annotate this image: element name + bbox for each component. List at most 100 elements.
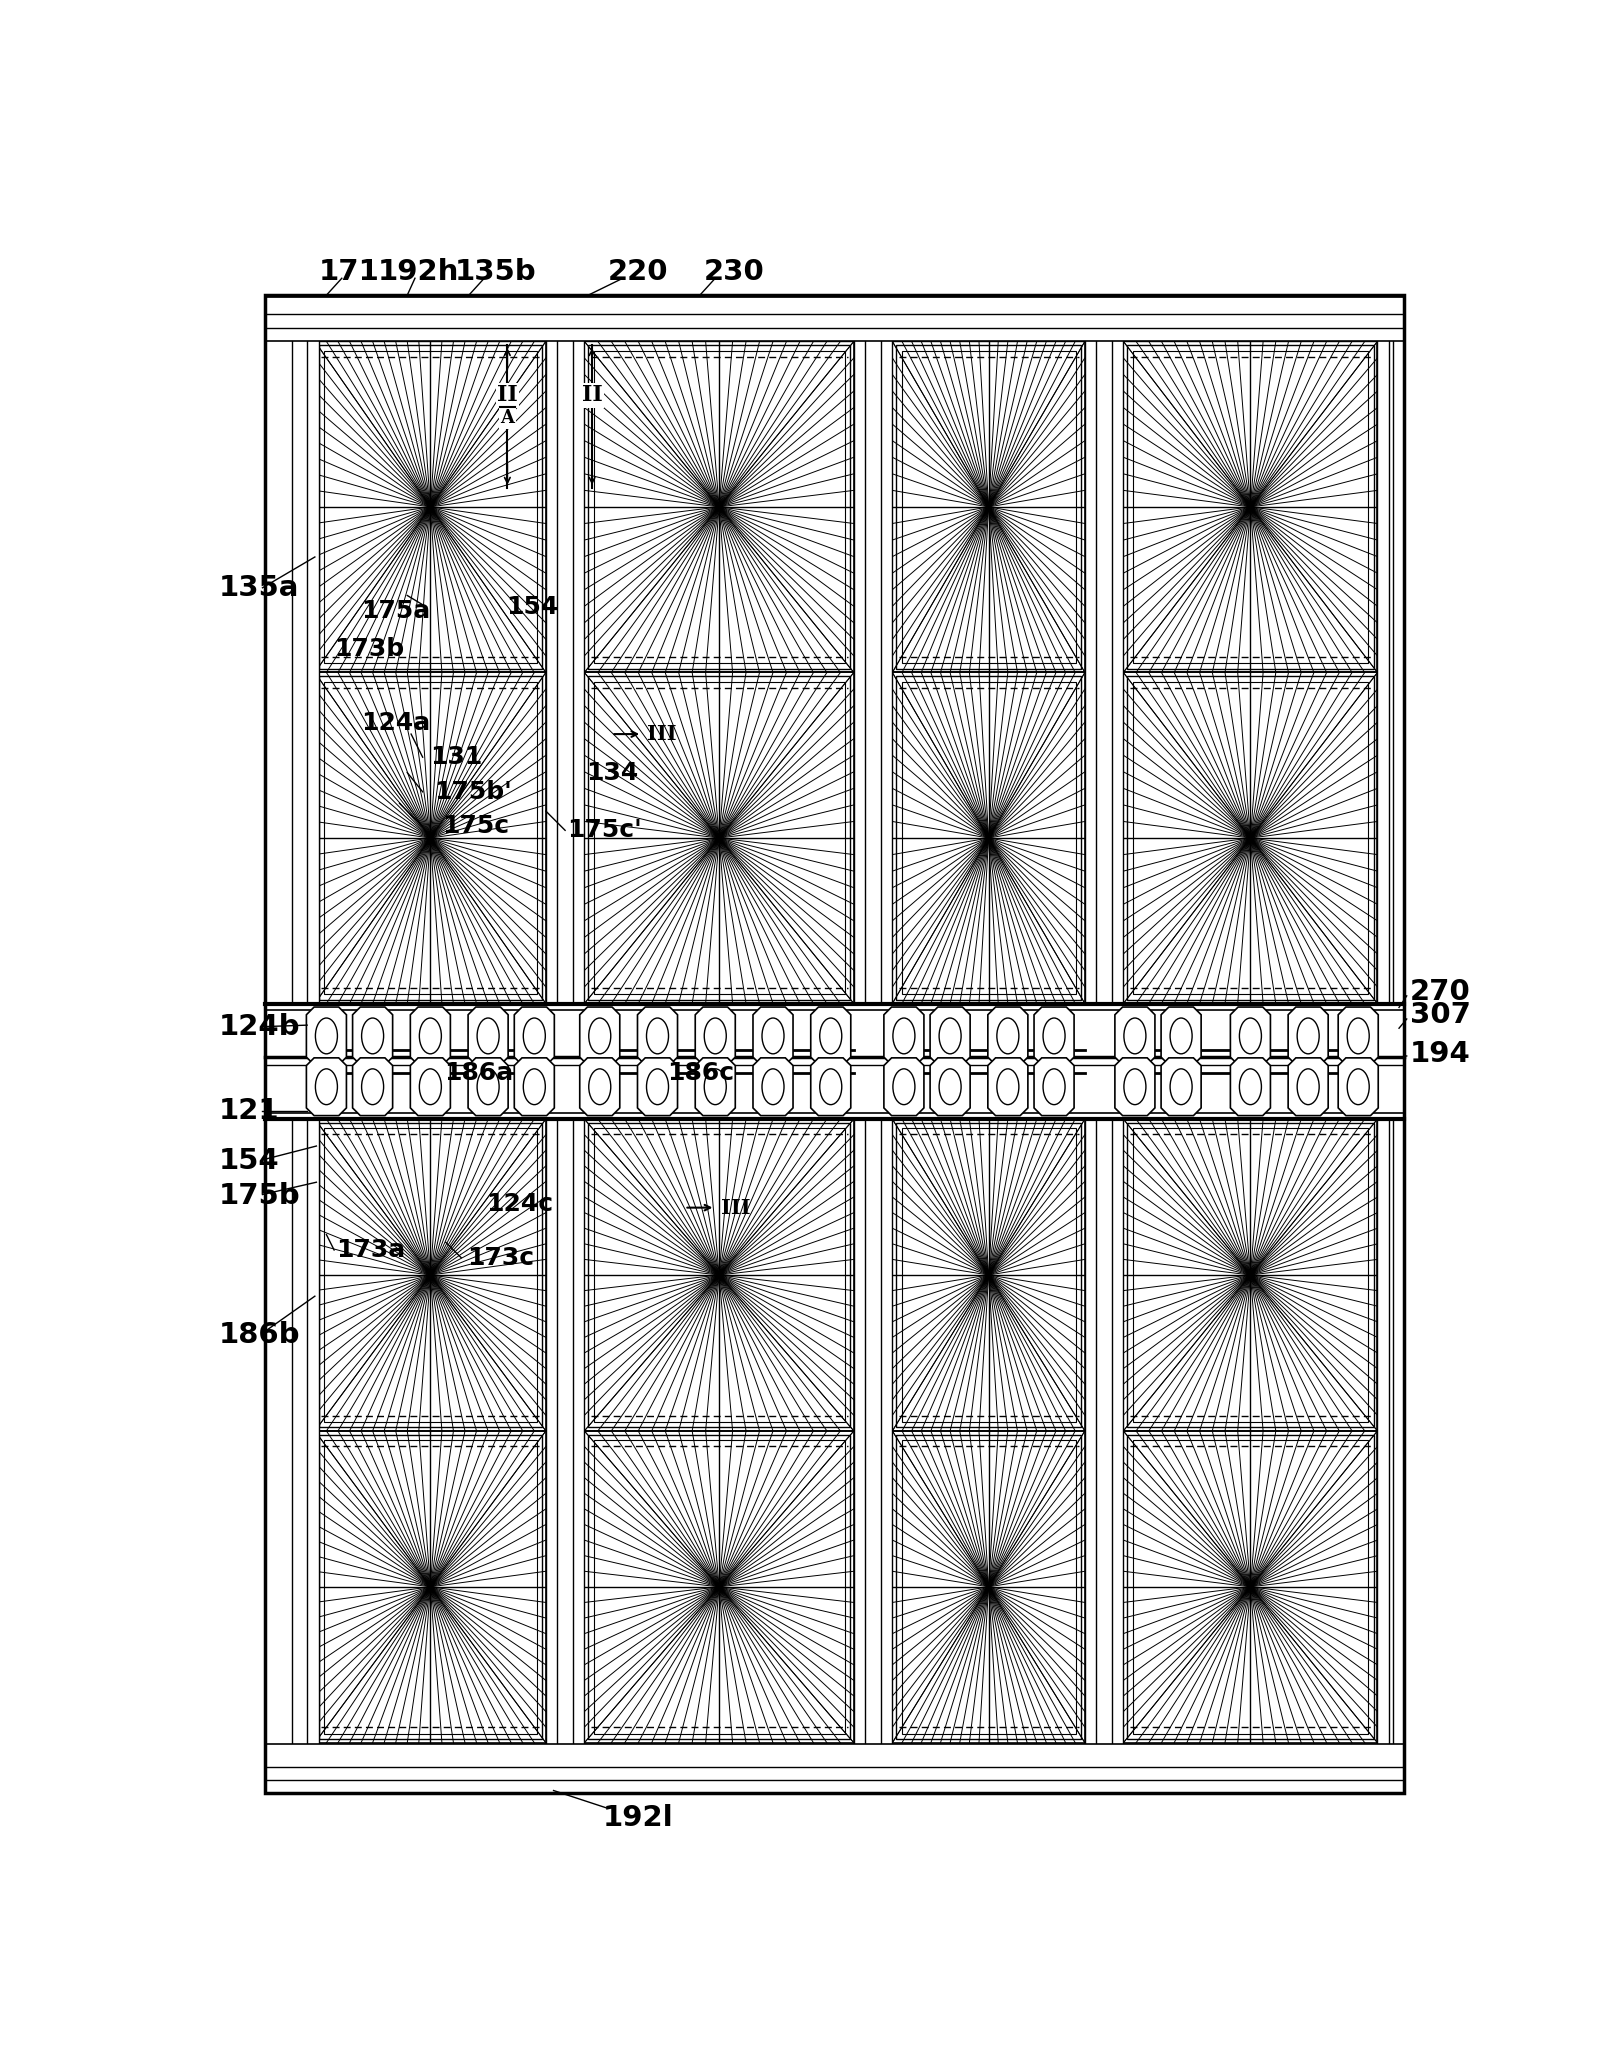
- Ellipse shape: [523, 1019, 545, 1054]
- Ellipse shape: [893, 1019, 914, 1054]
- Bar: [1123, 299, 1376, 342]
- Polygon shape: [579, 1006, 620, 1064]
- Bar: [315, 1431, 545, 1742]
- Bar: [1123, 1747, 1376, 1792]
- Bar: [265, 295, 292, 1792]
- Ellipse shape: [362, 1068, 383, 1105]
- Bar: [594, 351, 844, 664]
- Polygon shape: [695, 1006, 735, 1064]
- Polygon shape: [1337, 1006, 1378, 1064]
- Ellipse shape: [1123, 1019, 1146, 1054]
- Bar: [1126, 344, 1373, 668]
- Bar: [584, 1431, 854, 1742]
- Bar: [1112, 295, 1123, 1792]
- Bar: [588, 1435, 849, 1738]
- Bar: [1131, 1128, 1367, 1421]
- Bar: [891, 1431, 1084, 1742]
- Polygon shape: [930, 1006, 969, 1064]
- Ellipse shape: [315, 1019, 338, 1054]
- Bar: [573, 295, 584, 1792]
- Polygon shape: [987, 1058, 1027, 1116]
- Bar: [315, 672, 545, 1004]
- Ellipse shape: [1170, 1068, 1191, 1105]
- Polygon shape: [307, 1006, 346, 1064]
- Ellipse shape: [1297, 1068, 1318, 1105]
- Bar: [880, 295, 891, 1792]
- Bar: [1131, 351, 1367, 664]
- Ellipse shape: [704, 1068, 725, 1105]
- Polygon shape: [1287, 1058, 1328, 1116]
- Ellipse shape: [938, 1019, 961, 1054]
- Bar: [1126, 1124, 1373, 1427]
- Text: A: A: [500, 410, 514, 427]
- Ellipse shape: [419, 1068, 441, 1105]
- Ellipse shape: [1238, 1019, 1261, 1054]
- Bar: [315, 342, 545, 672]
- Text: 154: 154: [219, 1146, 279, 1175]
- Bar: [1131, 683, 1367, 994]
- Text: 154: 154: [505, 596, 558, 619]
- Polygon shape: [987, 1006, 1027, 1064]
- Text: 186a: 186a: [445, 1060, 513, 1085]
- Bar: [854, 295, 865, 1792]
- Bar: [315, 299, 545, 342]
- Ellipse shape: [938, 1068, 961, 1105]
- Bar: [315, 342, 545, 672]
- Bar: [891, 672, 1084, 1004]
- Polygon shape: [307, 1058, 346, 1116]
- Bar: [307, 295, 318, 1792]
- Ellipse shape: [477, 1019, 498, 1054]
- Bar: [1123, 342, 1376, 672]
- Text: II: II: [581, 384, 602, 406]
- Text: 175c: 175c: [441, 814, 508, 839]
- Ellipse shape: [589, 1019, 610, 1054]
- Polygon shape: [467, 1058, 508, 1116]
- Ellipse shape: [646, 1068, 669, 1105]
- Bar: [1123, 672, 1376, 1004]
- Ellipse shape: [1347, 1019, 1368, 1054]
- Text: 175a: 175a: [360, 598, 430, 623]
- Ellipse shape: [997, 1068, 1018, 1105]
- Bar: [594, 683, 844, 994]
- Polygon shape: [1160, 1058, 1201, 1116]
- Text: 173c: 173c: [467, 1245, 534, 1270]
- Bar: [901, 683, 1074, 994]
- Text: 230: 230: [704, 258, 764, 287]
- Bar: [325, 1128, 536, 1421]
- Bar: [891, 1120, 1084, 1431]
- Bar: [588, 1124, 849, 1427]
- Bar: [584, 1120, 854, 1431]
- Polygon shape: [1115, 1058, 1154, 1116]
- Ellipse shape: [893, 1068, 914, 1105]
- Bar: [896, 1124, 1081, 1427]
- Bar: [315, 1120, 545, 1431]
- Ellipse shape: [820, 1019, 841, 1054]
- Bar: [891, 1120, 1084, 1431]
- Polygon shape: [1034, 1058, 1073, 1116]
- Polygon shape: [1230, 1058, 1269, 1116]
- Bar: [1123, 1120, 1376, 1431]
- Polygon shape: [695, 1058, 735, 1116]
- Polygon shape: [1034, 1006, 1073, 1064]
- Bar: [584, 672, 854, 1004]
- Bar: [891, 342, 1084, 672]
- Ellipse shape: [1238, 1068, 1261, 1105]
- Ellipse shape: [761, 1068, 784, 1105]
- Bar: [325, 683, 536, 994]
- Text: 173b: 173b: [334, 637, 404, 662]
- Bar: [896, 676, 1081, 1000]
- Text: 135b: 135b: [454, 258, 536, 287]
- Bar: [891, 1747, 1084, 1792]
- Text: 124b: 124b: [219, 1012, 300, 1041]
- Polygon shape: [514, 1058, 553, 1116]
- Bar: [896, 1435, 1081, 1738]
- Bar: [318, 676, 542, 1000]
- Text: 124a: 124a: [360, 711, 430, 734]
- Bar: [315, 1431, 545, 1742]
- Ellipse shape: [477, 1068, 498, 1105]
- Polygon shape: [352, 1058, 393, 1116]
- Text: 175c': 175c': [566, 819, 641, 843]
- Bar: [1123, 342, 1376, 672]
- Polygon shape: [411, 1006, 450, 1064]
- Bar: [1123, 1120, 1376, 1431]
